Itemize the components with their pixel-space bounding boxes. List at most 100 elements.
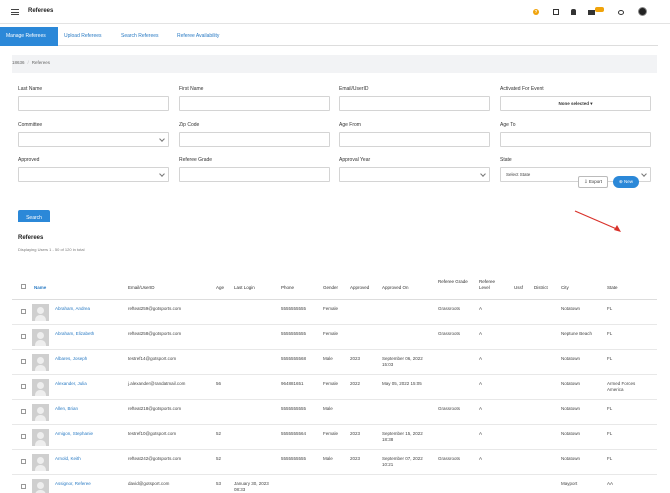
approval-year-select[interactable] bbox=[339, 167, 490, 182]
table-row: Arnold, Keith refteat242@gotsports.com 52 5… bbox=[12, 450, 657, 475]
mail-badge bbox=[595, 7, 604, 12]
col-name[interactable]: Name bbox=[34, 285, 47, 290]
cell-name[interactable]: Amigon, Stephanie bbox=[55, 431, 94, 436]
first-name-input[interactable] bbox=[179, 96, 330, 111]
referee-avatar bbox=[32, 454, 49, 471]
cell-name[interactable]: Alexander, Julia bbox=[55, 381, 87, 386]
cell-city: Notatown bbox=[561, 306, 581, 311]
cell-name[interactable]: Abraham, Elizabeth bbox=[55, 331, 95, 336]
new-button[interactable]: ⊕ New bbox=[613, 176, 639, 188]
row-checkbox[interactable] bbox=[21, 309, 26, 314]
age-from-input[interactable] bbox=[339, 132, 490, 147]
cell-gender: Male bbox=[323, 406, 333, 411]
search-button[interactable]: Search bbox=[18, 210, 50, 225]
cell-name[interactable]: Albares, Joseph bbox=[55, 356, 88, 361]
avatar[interactable] bbox=[638, 7, 647, 16]
row-checkbox[interactable] bbox=[21, 484, 26, 489]
cell-name[interactable]: Allen, Brian bbox=[55, 406, 79, 411]
cell-grade: Grassroots bbox=[438, 306, 461, 311]
referee-avatar bbox=[32, 354, 49, 371]
cell-level: A bbox=[479, 406, 483, 411]
tab-manage-referees[interactable]: Manage Referees bbox=[0, 27, 58, 46]
cell-email: testref14@gotsport.com bbox=[128, 356, 177, 361]
committee-select[interactable] bbox=[18, 132, 169, 147]
cell-approved: 2023 bbox=[350, 456, 361, 461]
cell-city: Notatown bbox=[561, 356, 581, 361]
activated-label: Activated For Event bbox=[500, 86, 544, 92]
referee-avatar bbox=[32, 304, 49, 321]
cell-phone: 5555555555 bbox=[281, 456, 307, 461]
cell-level: A bbox=[479, 381, 483, 386]
cell-gender: Male bbox=[323, 356, 333, 361]
state-value: Select State bbox=[506, 172, 531, 177]
apps-grid-icon[interactable] bbox=[553, 9, 559, 15]
cell-state: AA bbox=[607, 481, 614, 486]
breadcrumb-current: Referees bbox=[31, 60, 51, 65]
top-bar: Referees ? bbox=[0, 0, 670, 24]
referee-avatar bbox=[32, 479, 49, 493]
row-checkbox[interactable] bbox=[21, 459, 26, 464]
tab-referee-availability[interactable]: Referee Availability bbox=[177, 33, 220, 39]
cell-state: Armed Forces America bbox=[607, 381, 636, 392]
committee-label: Committee bbox=[18, 122, 43, 128]
row-checkbox[interactable] bbox=[21, 409, 26, 414]
tab-upload-referees[interactable]: Upload Referees bbox=[64, 33, 102, 39]
breadcrumb-root[interactable]: 18636 bbox=[12, 60, 25, 65]
last-name-input[interactable] bbox=[18, 96, 169, 111]
cell-email: david@gotsport.com bbox=[128, 481, 170, 486]
cell-approved-on: September 15, 2022 18:38 bbox=[382, 431, 423, 442]
mail-icon[interactable] bbox=[588, 10, 595, 15]
approved-select[interactable] bbox=[18, 167, 169, 182]
row-checkbox[interactable] bbox=[21, 359, 26, 364]
cell-phone: 5555555555 bbox=[281, 306, 307, 311]
cell-grade: Grassroots bbox=[438, 456, 461, 461]
cell-name[interactable]: Assignor, Referee bbox=[55, 481, 91, 486]
cell-state: FL bbox=[607, 356, 613, 361]
grade-label: Referee Grade bbox=[179, 157, 213, 163]
age-from-label: Age From bbox=[339, 122, 361, 128]
cell-gender: Female bbox=[323, 306, 339, 311]
cell-name[interactable]: Arnold, Keith bbox=[55, 456, 81, 461]
activated-select[interactable]: None selected ▾ bbox=[500, 96, 651, 111]
cell-gender: Female bbox=[323, 331, 339, 336]
col-ussf: Ussf bbox=[514, 285, 523, 290]
age-to-label: Age To bbox=[500, 122, 516, 128]
cell-age: 56 bbox=[216, 381, 222, 386]
row-checkbox[interactable] bbox=[21, 384, 26, 389]
help-icon[interactable]: ? bbox=[533, 9, 539, 15]
chat-icon[interactable] bbox=[618, 10, 624, 15]
age-to-input[interactable] bbox=[500, 132, 651, 147]
tab-search-referees[interactable]: Search Referees bbox=[121, 33, 159, 39]
col-last-login: Last Login bbox=[234, 285, 255, 290]
table-row: Allen, Brian refteat218@gotsports.com 5555… bbox=[12, 400, 657, 425]
cell-phone: 5555555564 bbox=[281, 431, 307, 436]
zip-input[interactable] bbox=[179, 132, 330, 147]
col-phone: Phone bbox=[281, 285, 295, 290]
tab-bar: Manage Referees Upload Referees Search R… bbox=[0, 27, 658, 46]
table-header: Name Email/UserID Age Last Login Phone G… bbox=[12, 275, 657, 300]
cell-gender: Male bbox=[323, 456, 333, 461]
cell-city: Notatown bbox=[561, 381, 581, 386]
cell-state: FL bbox=[607, 406, 613, 411]
approved-label: Approved bbox=[18, 157, 40, 163]
select-all-checkbox[interactable] bbox=[21, 284, 26, 289]
email-input[interactable] bbox=[339, 96, 490, 111]
cell-state: FL bbox=[607, 306, 613, 311]
first-name-label: First Name bbox=[179, 86, 204, 92]
cell-grade: Grassroots bbox=[438, 406, 461, 411]
user-icon[interactable] bbox=[571, 9, 576, 15]
menu-icon[interactable] bbox=[11, 9, 19, 15]
cell-city: Neptune Beach bbox=[561, 331, 593, 336]
cell-city: Notatown bbox=[561, 456, 581, 461]
col-state: State bbox=[607, 285, 618, 290]
cell-approved: 2023 bbox=[350, 356, 361, 361]
cell-name[interactable]: Abraham, Andrea bbox=[55, 306, 91, 311]
cell-login: January 30, 2023 08:33 bbox=[234, 481, 269, 492]
grade-input[interactable] bbox=[179, 167, 330, 182]
cell-level: A bbox=[479, 306, 483, 311]
export-button[interactable]: ⇩ Export bbox=[578, 176, 608, 188]
row-checkbox[interactable] bbox=[21, 434, 26, 439]
cell-email: refteat258@gotsports.com bbox=[128, 331, 182, 336]
row-checkbox[interactable] bbox=[21, 334, 26, 339]
col-gender: Gender bbox=[323, 285, 339, 290]
